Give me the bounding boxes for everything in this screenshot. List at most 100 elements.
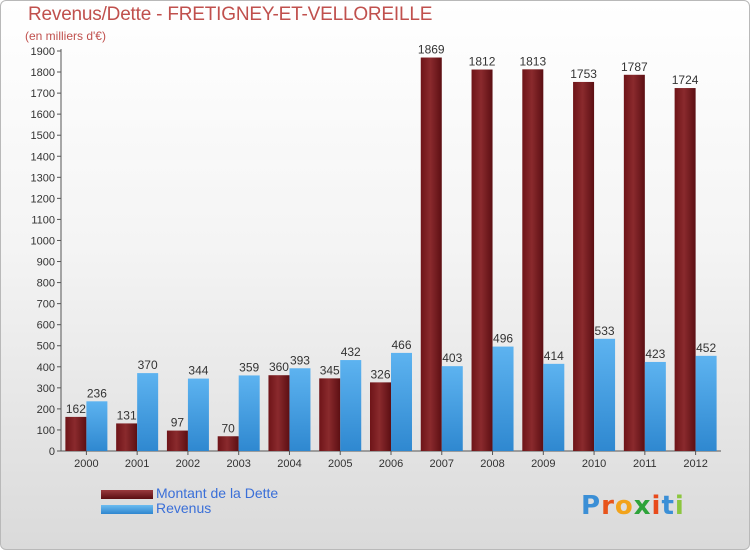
chart-subtitle: (en milliers d'€) [25,29,106,43]
y-tick-label: 0 [49,446,55,458]
y-tick-label: 1500 [31,130,55,142]
data-label-debt: 360 [269,360,289,374]
x-tick-label: 2007 [430,458,454,470]
data-label-debt: 131 [117,408,137,422]
logo-letter: r [601,491,615,521]
x-tick-label: 2005 [328,458,352,470]
data-label-debt: 1812 [469,55,496,69]
data-label-revenue: 414 [544,349,564,363]
data-label-revenue: 432 [341,345,361,359]
data-label-debt: 1753 [570,67,597,81]
bar-debt [471,69,493,452]
bar-debt [623,74,645,451]
data-label-revenue: 344 [188,364,208,378]
y-tick-label: 1300 [31,172,55,184]
data-label-debt: 162 [66,402,86,416]
data-label-debt: 70 [222,421,236,435]
data-label-debt: 97 [171,416,185,430]
bar-revenue [137,373,159,451]
y-tick-label: 100 [37,425,55,437]
data-label-revenue: 423 [645,347,665,361]
y-tick-label: 1800 [31,67,55,79]
logo-letter: i [674,491,685,521]
y-tick-label: 1700 [31,88,55,100]
y-tick-label: 1600 [31,109,55,121]
data-label-debt: 345 [320,363,340,377]
x-tick-label: 2004 [277,458,301,470]
bar-debt [522,69,544,451]
y-tick-label: 800 [37,278,55,290]
legend-label-debt: Montant de la Dette [156,485,279,501]
y-tick-label: 1400 [31,151,55,163]
bar-debt [370,382,391,451]
x-tick-label: 2009 [531,458,555,470]
bar-debt [217,436,239,451]
bar-revenue [238,375,260,451]
data-label-revenue: 236 [87,386,107,400]
bar-revenue [594,338,616,451]
bar-debt [319,378,341,451]
x-tick-label: 2002 [176,458,200,470]
logo-letter: P [581,491,602,521]
legend-label-revenue: Revenus [156,500,212,516]
x-tick-label: 2000 [74,458,98,470]
y-tick-label: 500 [37,341,55,353]
data-label-revenue: 496 [493,332,513,346]
bar-debt [674,88,696,451]
bar-revenue [289,368,311,451]
data-label-revenue: 370 [138,358,158,372]
bar-revenue [340,360,362,451]
x-tick-label: 2011 [633,458,657,470]
bar-revenue [492,346,514,451]
x-tick-label: 2008 [480,458,504,470]
data-label-debt: 1724 [672,73,699,87]
bar-debt [166,430,188,451]
y-tick-label: 1900 [31,46,55,58]
y-tick-label: 1200 [31,193,55,205]
y-tick-label: 200 [37,404,55,416]
logo-letter: o [614,491,634,521]
bar-debt [573,81,595,452]
bar-revenue [695,355,717,451]
bar-revenue [391,352,412,451]
data-label-revenue: 393 [290,353,310,367]
data-label-debt: 1813 [519,54,546,68]
x-tick-label: 2006 [379,458,403,470]
data-label-revenue: 533 [595,324,615,338]
bar-debt [116,423,138,451]
x-tick-label: 2001 [125,458,149,470]
bar-revenue [644,361,666,451]
bar-debt [420,57,442,452]
data-label-revenue: 403 [442,351,462,365]
y-tick-label: 400 [37,362,55,374]
data-label-revenue: 466 [391,338,411,352]
y-tick-label: 700 [37,299,55,311]
bar-revenue [543,363,565,451]
data-label-revenue: 359 [239,360,259,374]
y-tick-label: 300 [37,383,55,395]
bar-debt [65,416,87,451]
proxiti-logo: Proxiti [581,491,685,521]
chart-title: Revenus/Dette - FRETIGNEY-ET-VELLOREILLE [28,4,433,25]
y-tick-label: 900 [37,257,55,269]
x-tick-label: 2012 [683,458,707,470]
y-tick-label: 1000 [31,235,55,247]
logo-letter: t [661,491,675,521]
data-label-debt: 326 [370,367,390,381]
bar-revenue [441,366,463,451]
y-tick-label: 1100 [31,214,55,226]
data-label-debt: 1869 [418,43,445,57]
logo-letter: x [633,491,652,521]
logo-letter: i [651,491,662,521]
x-tick-label: 2003 [226,458,250,470]
x-tick-label: 2010 [582,458,606,470]
bar-revenue [86,401,108,451]
legend-swatch-debt [101,490,153,499]
bar-revenue [187,378,209,451]
data-label-debt: 1787 [621,60,648,74]
y-tick-label: 600 [37,320,55,332]
bar-debt [268,375,290,451]
legend-swatch-revenue [101,505,153,514]
